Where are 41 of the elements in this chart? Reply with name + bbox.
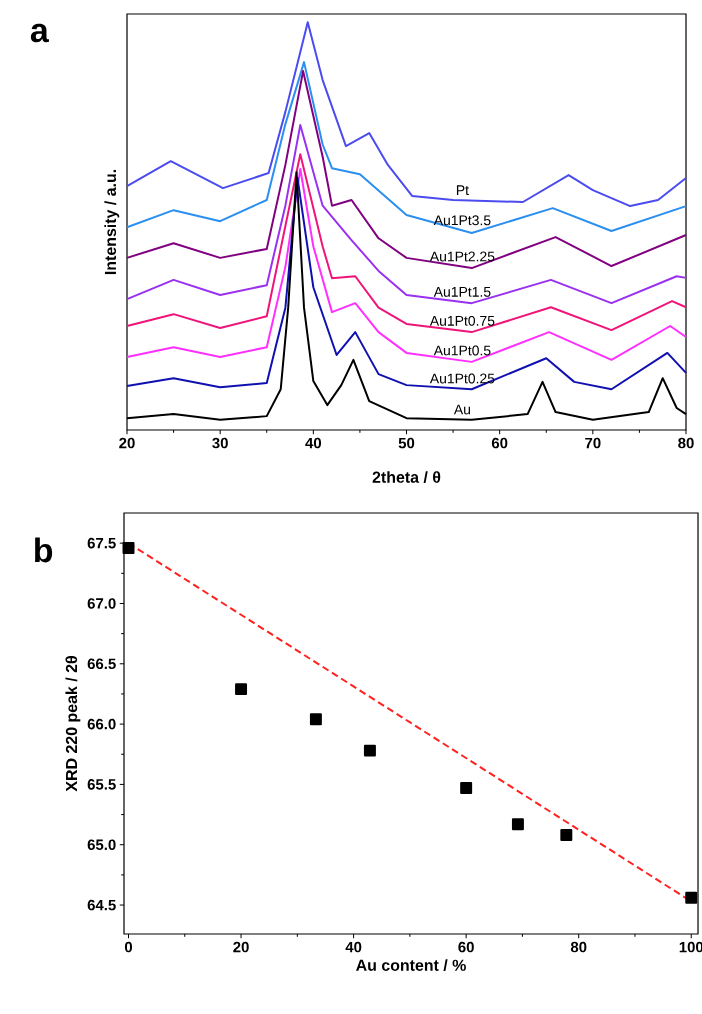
x-tick-label: 50 [398, 437, 415, 449]
series-label: Au1Pt2.25 [429, 251, 495, 262]
x-tick-label: 80 [570, 941, 587, 953]
series-label: Au1Pt3.5 [433, 215, 491, 226]
x-tick-label: 30 [212, 437, 228, 449]
x-tick-label: 60 [491, 437, 508, 449]
text: a [30, 23, 49, 43]
y-tick-label: 65.0 [87, 839, 116, 851]
x-axis-title: Au content / % [356, 959, 466, 972]
y-tick-label: 65.5 [87, 779, 116, 790]
point [309, 713, 322, 726]
y-tick-label: 66.0 [87, 718, 116, 730]
point [122, 542, 135, 554]
y-axis-title: Intensity / a.u. [104, 169, 120, 275]
x-tick-label: 60 [458, 941, 474, 953]
series-label: Au [453, 404, 470, 415]
y-tick-label: 66.5 [87, 658, 116, 670]
point [460, 782, 473, 795]
point [363, 744, 376, 757]
series-label: Pt [456, 185, 469, 196]
point [235, 683, 248, 696]
point [685, 891, 698, 904]
x-axis-title: 2theta / θ [372, 471, 441, 484]
series-label: Au1Pt0.5 [433, 345, 491, 356]
y-tick-label: 64.5 [87, 899, 116, 911]
series-label: Au1Pt1.5 [433, 287, 491, 297]
text: b [35, 537, 53, 563]
series-label: Au1Pt0.25 [429, 373, 495, 384]
y-tick-label: 67.5 [87, 537, 116, 549]
x-tick-label: 80 [678, 437, 694, 449]
y-tick-label: 67.0 [87, 598, 116, 609]
x-tick-label: 20 [233, 941, 249, 953]
x-tick-label: 70 [585, 437, 601, 449]
x-tick-label: 0 [124, 941, 133, 953]
point [511, 818, 524, 831]
series-label: Au1Pt0.75 [429, 315, 495, 326]
x-tick-label: 40 [345, 941, 362, 953]
x-tick-label: 40 [305, 437, 322, 449]
y-axis-title: XRD 220 peak / 2θ [65, 656, 81, 792]
x-tick-label: 20 [119, 437, 135, 449]
point [560, 829, 573, 842]
